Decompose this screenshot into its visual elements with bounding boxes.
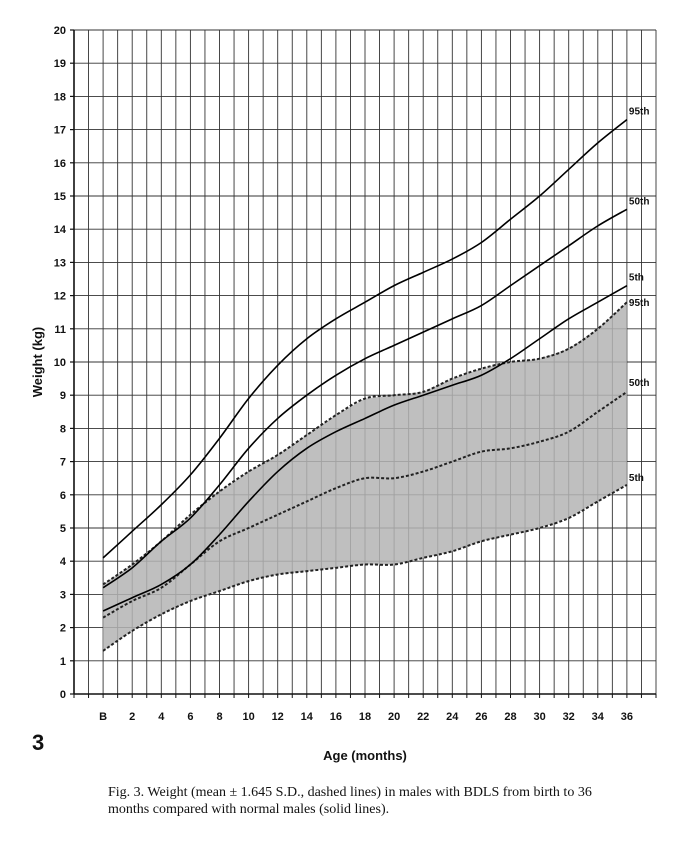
normal-line-95th xyxy=(102,119,628,559)
x-tick-label: 16 xyxy=(330,711,342,723)
y-tick-label: 9 xyxy=(60,390,66,402)
y-tick-label: 16 xyxy=(54,158,66,170)
x-tick-label: 22 xyxy=(417,711,429,723)
y-tick-label: 13 xyxy=(54,257,66,269)
y-tick-label: 8 xyxy=(60,423,66,435)
x-tick-label: 14 xyxy=(301,711,314,723)
x-tick-label: 8 xyxy=(216,711,222,723)
y-tick-label: 10 xyxy=(54,357,66,369)
x-axis-title: Age (months) xyxy=(323,748,407,763)
y-tick-label: 6 xyxy=(60,490,66,502)
y-tick-label: 0 xyxy=(60,689,66,701)
y-tick-label: 3 xyxy=(60,589,66,601)
y-tick-label: 18 xyxy=(54,91,66,103)
series-lines xyxy=(102,119,628,652)
y-tick-label: 12 xyxy=(54,291,66,303)
series-label-normal-5th: 5th xyxy=(629,273,644,284)
y-tick-label: 17 xyxy=(54,125,66,137)
grid xyxy=(73,29,657,695)
x-tick-label: 2 xyxy=(129,711,135,723)
x-tick-label: 10 xyxy=(242,711,254,723)
y-tick-label: 5 xyxy=(60,523,66,535)
bdls-line-5th xyxy=(102,483,628,652)
x-tick-label: 6 xyxy=(187,711,193,723)
y-tick-label: 4 xyxy=(60,556,67,568)
x-tick-label: 20 xyxy=(388,711,400,723)
series-labels: 95th 50th 5th 95th 50th 5th xyxy=(629,107,650,484)
x-tick-label: 32 xyxy=(563,711,575,723)
x-tick-label: 26 xyxy=(475,711,487,723)
normal-line-50th xyxy=(102,208,628,589)
y-tick-label: 7 xyxy=(60,457,66,469)
x-tick-label: B xyxy=(99,711,107,723)
x-tick-label: 28 xyxy=(504,711,516,723)
x-tick-label: 18 xyxy=(359,711,371,723)
bdls-band xyxy=(103,302,627,651)
y-axis-title: Weight (kg) xyxy=(30,327,45,398)
bdls-line-95th xyxy=(102,301,628,586)
series-label-bdls-50th: 50th xyxy=(629,378,650,389)
x-tick-label: 24 xyxy=(446,711,459,723)
series-label-normal-50th: 50th xyxy=(629,196,650,207)
series-label-bdls-5th: 5th xyxy=(629,473,644,484)
normal-line-5th xyxy=(102,284,628,612)
y-tick-label: 11 xyxy=(54,324,66,336)
bdls-shaded-band xyxy=(103,302,627,651)
y-tick-label: 2 xyxy=(60,623,66,635)
x-tick-label: 36 xyxy=(621,711,633,723)
y-tick-label: 15 xyxy=(54,191,66,203)
figure-caption: Fig. 3. Weight (mean ± 1.645 S.D., dashe… xyxy=(108,785,592,817)
figure-number: 3 xyxy=(32,730,45,755)
series-label-bdls-95th: 95th xyxy=(629,298,650,309)
x-tick-label: 34 xyxy=(592,711,605,723)
series-label-normal-95th: 95th xyxy=(629,107,650,118)
x-tick-label: 30 xyxy=(533,711,545,723)
y-tick-label: 14 xyxy=(54,224,67,236)
y-tick-label: 20 xyxy=(54,25,66,37)
y-tick-label: 19 xyxy=(54,58,66,70)
y-tick-label: 1 xyxy=(60,656,66,668)
x-tick-label: 4 xyxy=(158,711,165,723)
x-tick-label: 12 xyxy=(272,711,284,723)
